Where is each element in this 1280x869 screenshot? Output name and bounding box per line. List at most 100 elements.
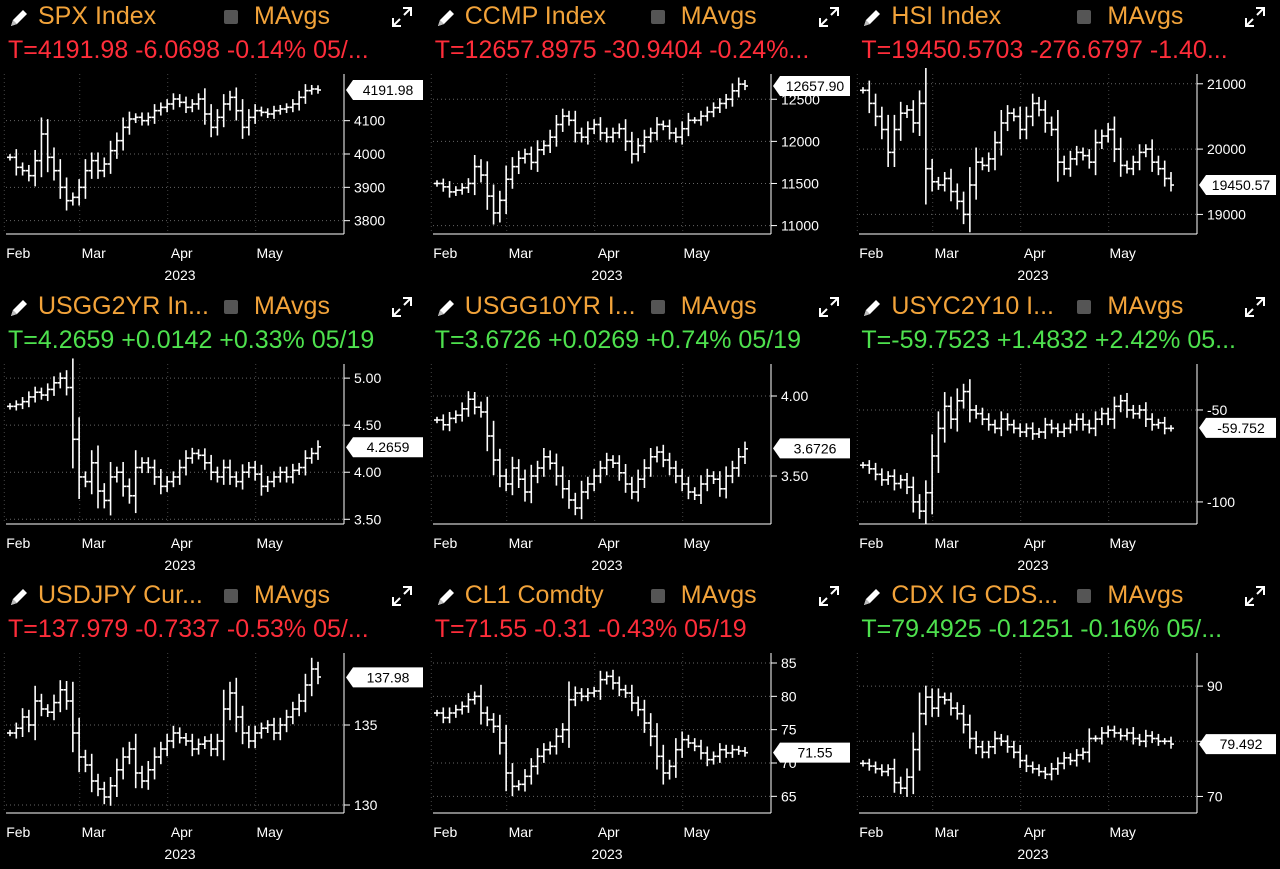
price-chart[interactable]: -50 -100 Feb Mar Apr May 2023 -59.752 [853,358,1279,579]
x-tick-label: Mar [508,535,532,551]
ohlc-bar [452,186,459,196]
chart-panel[interactable]: USDJPY Cur... MAvgs T=137.979 -0.7337 -0.5… [0,579,426,868]
mavgs-label[interactable]: MAvgs [1107,291,1184,320]
pencil-icon[interactable] [8,7,30,29]
ohlc-bar [1143,144,1150,158]
mavgs-label[interactable]: MAvgs [1107,581,1184,610]
ohlc-bar [986,152,993,172]
pencil-icon[interactable] [861,297,883,319]
x-year-label: 2023 [164,267,195,283]
ticker-label[interactable]: CDX IG CDS... [891,581,1059,610]
ohlc-bar [176,94,183,108]
ohlc-bar [527,464,534,503]
ohlc-bar [703,746,710,767]
mavgs-checkbox[interactable] [1077,299,1092,314]
pencil-icon[interactable] [435,586,457,608]
price-chart[interactable]: 135 130 Feb Mar Apr May 2023 137.98 [0,647,426,868]
ohlc-bar [283,466,290,483]
chart-panel[interactable]: SPX Index MAvgs T=4191.98 -6.0698 -0.14% 0… [0,0,426,289]
ohlc-bar [716,743,723,764]
pencil-icon[interactable] [435,7,457,29]
ohlc-bar [948,168,955,202]
mavgs-checkbox[interactable] [224,299,238,314]
price-chart[interactable]: 4100 4000 3900 3800 Feb Mar Apr May 2023 4191.98 [0,68,426,289]
mavgs-label[interactable]: MAvgs [254,291,330,320]
pencil-icon[interactable] [435,297,457,319]
ohlc-bar [183,733,189,747]
expand-icon[interactable] [390,5,414,29]
expand-icon[interactable] [817,584,841,608]
expand-icon[interactable] [1243,5,1267,29]
ohlc-bar [609,670,616,690]
mavgs-label[interactable]: MAvgs [1107,2,1184,30]
chart-panel[interactable]: CL1 Comdty MAvgs T=71.55 -0.31 -0.43% 05/1… [427,579,853,868]
ohlc-bar [25,391,32,407]
ohlc-bar [885,764,892,777]
mavgs-checkbox[interactable] [650,299,665,314]
panel-header: CL1 Comdty MAvgs [427,579,853,613]
mavgs-label[interactable]: MAvgs [254,2,330,30]
chart-panel[interactable]: USYC2Y10 I... MAvgs T=-59.7523 +1.4832 +2.… [853,290,1279,579]
mavgs-checkbox[interactable] [650,10,665,24]
ohlc-bar [1136,734,1143,747]
ticker-label[interactable]: HSI Index [891,2,1002,30]
mavgs-checkbox[interactable] [224,589,238,604]
chart-panel[interactable]: CCMP Index MAvgs T=12657.8975 -30.9404 -0.… [427,0,853,289]
ohlc-bar [1130,727,1137,745]
ticker-label[interactable]: USGG2YR In... [38,291,209,320]
expand-icon[interactable] [817,295,841,319]
price-chart[interactable]: 4.00 3.50 Feb Mar Apr May 2023 3.6726 [427,358,853,579]
ohlc-bar [164,99,171,113]
mavgs-checkbox[interactable] [1077,10,1092,24]
expand-icon[interactable] [817,5,841,29]
ohlc-bar [866,80,873,114]
ticker-label[interactable]: CL1 Comdty [464,581,604,610]
chart-panel[interactable]: USGG2YR In... MAvgs T=4.2659 +0.0142 +0.33… [0,290,426,579]
y-tick-label: 130 [354,797,378,813]
mavgs-label[interactable]: MAvgs [680,2,757,30]
mavgs-checkbox[interactable] [224,10,238,24]
pencil-icon[interactable] [861,7,883,29]
price-chart[interactable]: 21000 20000 19000 Feb Mar Apr May 2023 19450.57 [853,68,1279,289]
mavgs-label[interactable]: MAvgs [680,291,757,320]
expand-icon[interactable] [1243,295,1267,319]
ohlc-bar [992,419,999,434]
ohlc-bar [1092,735,1099,743]
ohlc-bar [879,468,886,486]
price-chart[interactable]: 908070FebMarAprMay202379.492 [853,647,1279,868]
chart-panel[interactable]: HSI Index MAvgs T=19450.5703 -276.6797 -1.… [853,0,1279,289]
pencil-icon[interactable] [861,586,883,608]
ticker-label[interactable]: SPX Index [38,2,157,30]
chart-panel[interactable]: USGG10YR I... MAvgs T=3.6726 +0.0269 +0.74… [427,290,853,579]
ohlc-bar [697,110,704,126]
ohlc-bar [139,766,145,789]
ohlc-bar [95,445,101,509]
ohlc-bar [741,747,748,758]
expand-icon[interactable] [390,295,414,319]
ohlc-bar [904,105,911,119]
ohlc-bar [872,93,879,127]
expand-icon[interactable] [390,584,414,608]
ticker-label[interactable]: USDJPY Cur... [38,581,203,610]
x-year-label: 2023 [591,267,622,283]
ohlc-bar [1124,160,1131,174]
pencil-icon[interactable] [8,297,30,319]
ohlc-bar [898,777,905,795]
ticker-label[interactable]: USYC2Y10 I... [891,291,1054,320]
mavgs-label[interactable]: MAvgs [254,581,330,610]
mavgs-label[interactable]: MAvgs [680,581,757,610]
mavgs-checkbox[interactable] [650,589,665,604]
ohlc-bar [685,112,692,137]
expand-icon[interactable] [1243,584,1267,608]
ohlc-bar [1004,105,1011,132]
ticker-label[interactable]: CCMP Index [464,2,606,30]
ohlc-bar [1048,116,1055,136]
mavgs-checkbox[interactable] [1077,589,1092,604]
chart-panel[interactable]: CDX IG CDS... MAvgs T=79.4925 -0.1251 -0.1… [853,579,1279,868]
ohlc-bar [672,738,679,779]
pencil-icon[interactable] [8,586,30,608]
price-chart[interactable]: 5.00 4.50 4.00 3.50 Feb Mar Apr May 2023 4.2659 [0,358,426,579]
ticker-label[interactable]: USGG10YR I... [464,291,636,320]
